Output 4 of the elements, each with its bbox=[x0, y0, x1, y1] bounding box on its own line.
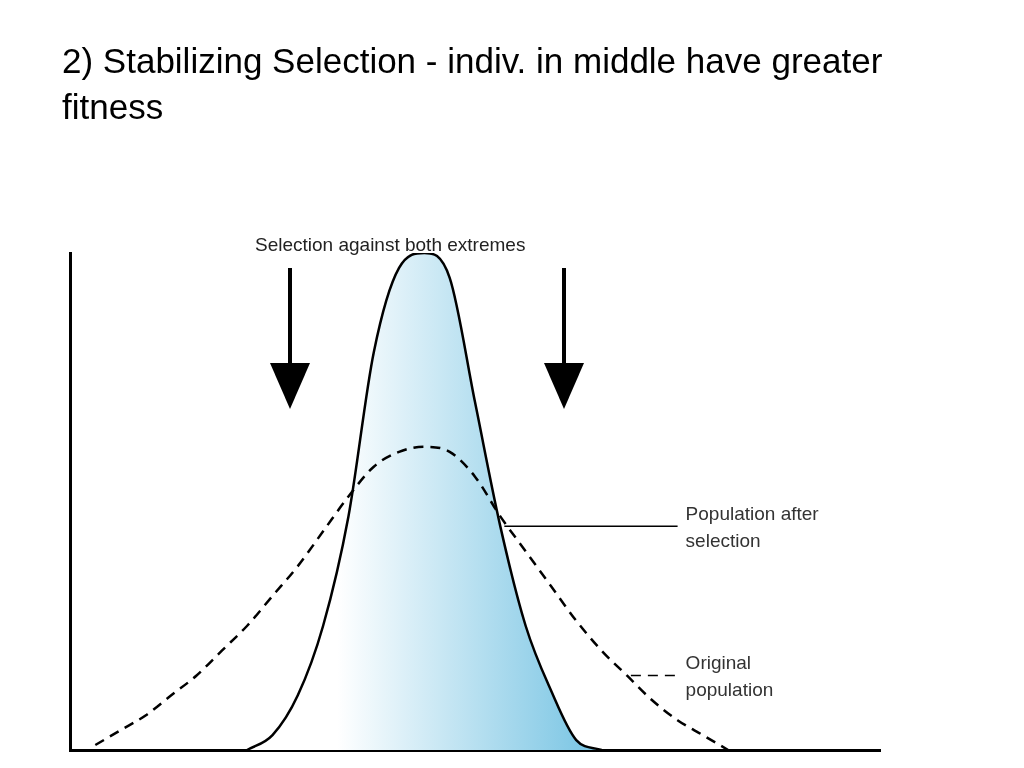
chart-title: 2) Stabilizing Selection - indiv. in middle have greater fitness bbox=[62, 40, 884, 128]
legend-label: Original population bbox=[685, 651, 774, 700]
text: Population after selection bbox=[685, 502, 820, 551]
annotation: Selection against both extremes bbox=[255, 234, 526, 256]
